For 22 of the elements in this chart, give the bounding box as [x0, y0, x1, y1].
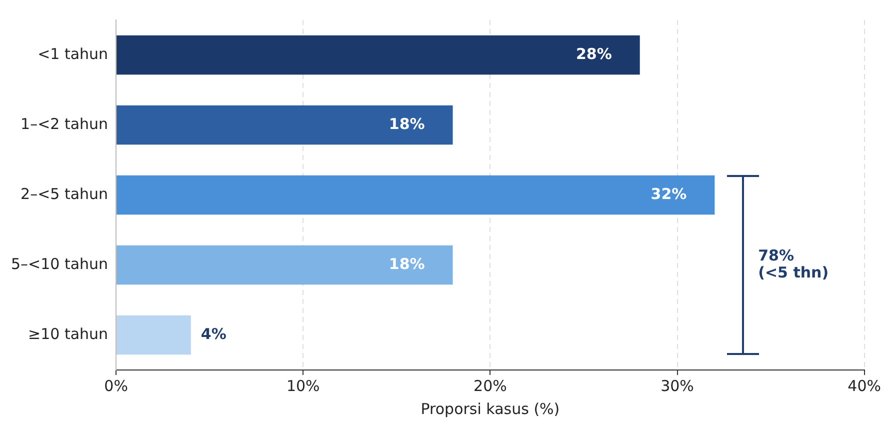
data-label: 4% [200, 324, 226, 343]
x-tick-label: 40% [848, 376, 881, 395]
x-tick-label: 20% [474, 376, 507, 395]
y-tick-label: ≥10 tahun [28, 324, 108, 343]
x-tick-label: 30% [660, 376, 694, 395]
bar [116, 175, 715, 215]
data-label: 32% [650, 184, 687, 203]
bar [116, 35, 640, 75]
data-label: 18% [388, 114, 425, 133]
bar [116, 315, 191, 355]
data-label: 28% [576, 44, 612, 63]
annotation: 78% (<5 thn) [758, 246, 829, 282]
y-tick-label: <1 tahun [38, 44, 108, 63]
bar [116, 105, 453, 145]
x-tick-label: 0% [104, 376, 128, 395]
y-tick-label: 5–<10 tahun [11, 254, 108, 273]
y-tick-label: 2–<5 tahun [20, 184, 108, 203]
data-label: 18% [388, 254, 425, 273]
y-tick-label: 1–<2 tahun [20, 114, 108, 133]
x-tick-label: 10% [286, 376, 320, 395]
bar [116, 245, 453, 285]
x-axis-title: Proporsi kasus (%) [420, 400, 560, 418]
